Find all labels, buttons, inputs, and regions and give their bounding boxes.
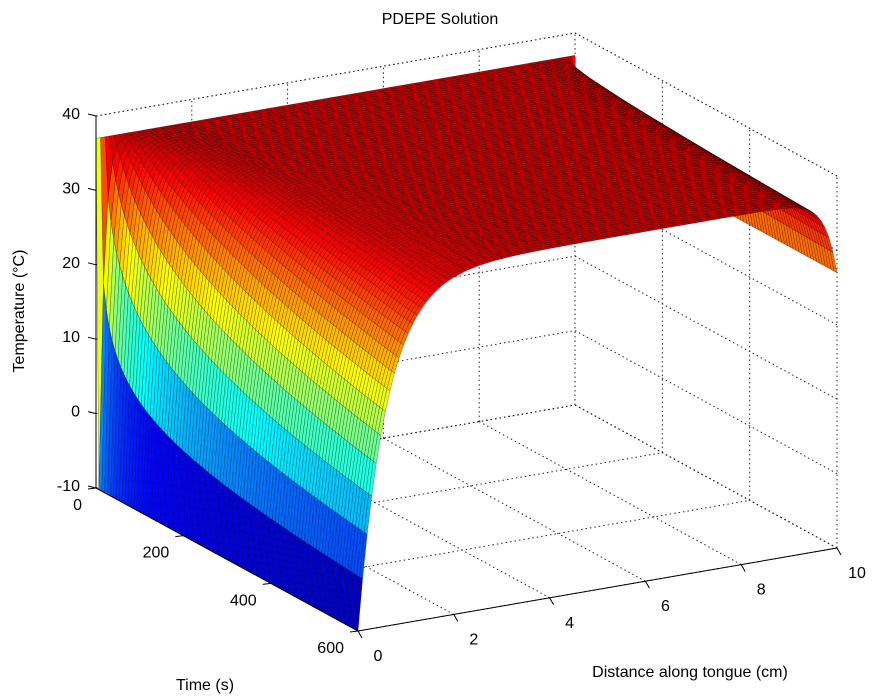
grid-line-side-z: [575, 405, 837, 548]
chart-title: PDEPE Solution: [382, 11, 499, 28]
grid-line-side-z: [575, 256, 837, 399]
grid-line-floor-x: [479, 422, 741, 565]
temperature-surface: [96, 55, 837, 631]
grid-line-side-z: [575, 331, 837, 474]
grid-line-floor-x: [383, 438, 645, 581]
